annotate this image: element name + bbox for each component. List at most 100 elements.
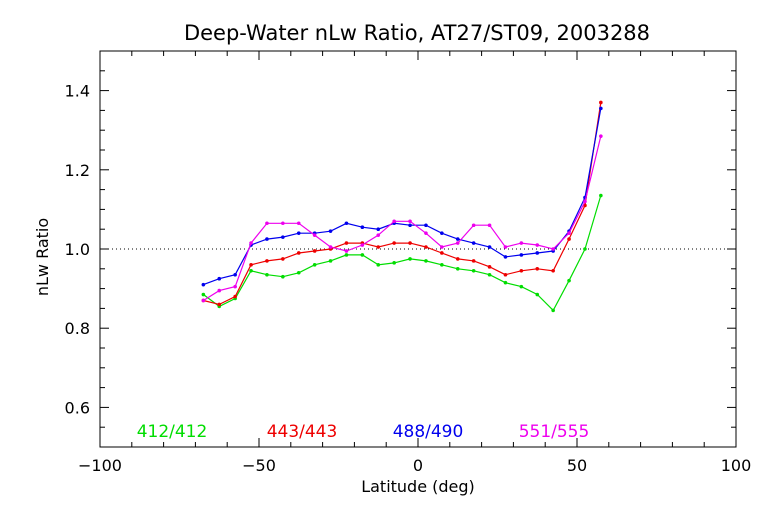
data-point bbox=[249, 241, 253, 245]
data-point bbox=[201, 282, 206, 287]
data-point bbox=[281, 257, 285, 261]
data-point bbox=[519, 268, 524, 273]
data-point bbox=[599, 193, 603, 198]
data-point bbox=[233, 284, 237, 289]
legend-entry: 443/443 bbox=[267, 422, 338, 442]
series-group bbox=[201, 100, 603, 313]
series-1 bbox=[201, 193, 603, 313]
data-point bbox=[392, 241, 396, 245]
data-point bbox=[376, 245, 381, 249]
data-point bbox=[217, 288, 222, 293]
data-point bbox=[471, 259, 476, 263]
data-point bbox=[408, 223, 412, 228]
data-point bbox=[344, 241, 349, 245]
x-tick-label: −100 bbox=[78, 456, 122, 475]
y-tick-label: 0.6 bbox=[65, 398, 90, 417]
y-tick-label: 1.4 bbox=[65, 82, 90, 101]
data-point bbox=[265, 221, 269, 226]
y-axis-label: nLw Ratio bbox=[33, 218, 52, 296]
series-2 bbox=[201, 100, 603, 307]
data-point bbox=[328, 245, 333, 249]
data-point bbox=[281, 274, 285, 279]
data-point bbox=[519, 241, 524, 245]
data-point bbox=[296, 221, 301, 226]
data-point bbox=[265, 272, 269, 277]
data-point bbox=[408, 257, 412, 261]
data-point bbox=[440, 231, 444, 235]
data-point bbox=[217, 302, 222, 307]
data-point bbox=[599, 134, 603, 138]
data-point bbox=[503, 255, 508, 259]
data-point bbox=[503, 245, 508, 249]
data-point bbox=[392, 261, 396, 265]
data-point bbox=[535, 243, 540, 247]
data-point bbox=[249, 263, 253, 267]
data-point bbox=[440, 245, 444, 249]
data-point bbox=[376, 227, 381, 231]
data-point bbox=[487, 223, 492, 228]
data-point bbox=[471, 223, 476, 228]
data-point bbox=[217, 276, 222, 281]
data-point bbox=[551, 268, 555, 273]
data-point bbox=[233, 272, 237, 277]
data-point bbox=[296, 231, 301, 235]
y-tick-label: 1.0 bbox=[65, 240, 90, 259]
legend-entry: 551/555 bbox=[519, 422, 590, 442]
data-point bbox=[201, 292, 206, 297]
data-point bbox=[281, 235, 285, 239]
data-point bbox=[440, 263, 444, 267]
data-point bbox=[360, 243, 365, 247]
data-point bbox=[519, 253, 524, 257]
legend-entry: 488/490 bbox=[393, 422, 464, 442]
data-point bbox=[233, 294, 237, 299]
data-point bbox=[535, 292, 540, 297]
data-point bbox=[312, 233, 317, 237]
axis-ticks: −100 −50 0 50 100 0.6 0.8 1.0 1.2 1.4 bbox=[65, 50, 752, 475]
series-3 bbox=[201, 106, 603, 287]
data-point bbox=[344, 221, 349, 226]
data-point bbox=[599, 106, 603, 111]
data-point bbox=[296, 270, 301, 275]
series-4 bbox=[201, 134, 603, 303]
data-point bbox=[567, 231, 571, 235]
data-point bbox=[551, 247, 555, 251]
data-point bbox=[376, 263, 381, 267]
data-point bbox=[599, 100, 603, 105]
data-point bbox=[328, 229, 333, 233]
data-point bbox=[471, 241, 476, 245]
data-point bbox=[424, 231, 428, 235]
data-point bbox=[312, 249, 317, 253]
data-point bbox=[455, 241, 460, 245]
x-tick-label: 50 bbox=[567, 456, 587, 475]
data-point bbox=[487, 265, 492, 269]
y-tick-label: 1.2 bbox=[65, 161, 90, 180]
data-point bbox=[455, 257, 460, 261]
data-point bbox=[424, 223, 428, 228]
data-point bbox=[440, 251, 444, 255]
data-point bbox=[455, 267, 460, 271]
data-point bbox=[296, 251, 301, 255]
data-point bbox=[455, 237, 460, 241]
data-point bbox=[551, 308, 555, 313]
data-point bbox=[249, 268, 253, 273]
data-point bbox=[265, 237, 269, 241]
data-point bbox=[583, 247, 587, 251]
data-point bbox=[344, 249, 349, 253]
x-tick-label: 100 bbox=[721, 456, 752, 475]
data-point bbox=[583, 199, 587, 204]
data-point bbox=[535, 251, 540, 255]
data-point bbox=[503, 272, 508, 277]
x-tick-label: 0 bbox=[413, 456, 423, 475]
data-point bbox=[344, 253, 349, 257]
data-point bbox=[519, 284, 524, 289]
data-point bbox=[503, 280, 508, 285]
data-point bbox=[265, 259, 269, 263]
legend: 412/412 443/443 488/490 551/555 bbox=[137, 422, 590, 442]
data-point bbox=[487, 272, 492, 277]
x-axis-label: Latitude (deg) bbox=[361, 477, 475, 496]
data-point bbox=[424, 245, 428, 249]
x-tick-label: −50 bbox=[242, 456, 276, 475]
data-point bbox=[376, 233, 381, 237]
data-point bbox=[567, 278, 571, 283]
